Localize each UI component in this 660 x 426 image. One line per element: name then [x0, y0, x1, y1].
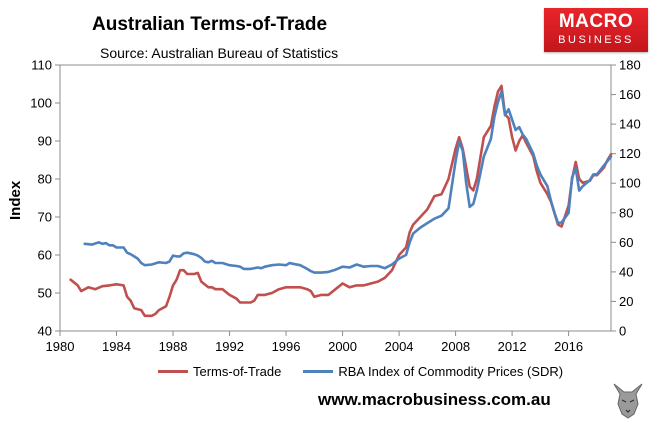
- y-left-tick-label: 110: [31, 58, 52, 73]
- y-left-tick-label: 60: [38, 248, 52, 263]
- y-axis-left: 40 50 60 70 80 90 100 110: [30, 58, 60, 339]
- y-right-tick-label: 120: [619, 146, 641, 161]
- plot-border: [59, 64, 612, 332]
- x-axis: 1980 1984 1988 1992 1996 2000 2004 2008 2012 2016: [46, 331, 583, 354]
- legend-label-terms-of-trade: Terms-of-Trade: [193, 364, 282, 379]
- x-tick-label: 2012: [498, 339, 527, 354]
- x-tick-label: 2004: [385, 339, 414, 354]
- y-axis-label: Index: [7, 180, 24, 220]
- x-tick-label: 2016: [554, 339, 583, 354]
- x-tick-label: 1980: [46, 339, 75, 354]
- macrobusiness-logo[interactable]: MACRO BUSINESS: [544, 8, 648, 52]
- y-left-tick-label: 40: [38, 324, 52, 339]
- logo-line-macro: MACRO: [558, 11, 634, 32]
- y-right-tick-label: 20: [619, 294, 633, 309]
- x-tick-label: 2000: [328, 339, 357, 354]
- logo-line-business: BUSINESS: [558, 34, 634, 46]
- y-right-tick-label: 160: [619, 87, 641, 102]
- y-right-tick-label: 100: [619, 176, 641, 191]
- plot-frame: [59, 64, 612, 332]
- y-right-tick-label: 60: [619, 235, 633, 250]
- legend: Terms-of-Trade RBA Index of Commodity Pr…: [158, 364, 585, 379]
- wolf-icon: [613, 383, 643, 419]
- x-tick-label: 1984: [102, 339, 131, 354]
- y-left-tick-label: 100: [30, 96, 52, 111]
- y-right-tick-label: 140: [619, 117, 641, 132]
- series-rba-index: [83, 90, 613, 274]
- y-left-tick-label: 70: [38, 210, 52, 225]
- y-right-tick-label: 180: [619, 58, 641, 73]
- chart-title: Australian Terms-of-Trade: [92, 14, 328, 35]
- y-axis-right: 0 20 40 60 80 100 120 140 160 180: [611, 58, 641, 339]
- legend-label-rba-index: RBA Index of Commodity Prices (SDR): [338, 364, 564, 379]
- y-right-tick-label: 40: [619, 264, 633, 279]
- series-layer: [69, 84, 613, 318]
- x-tick-label: 1988: [159, 339, 188, 354]
- series-terms-of-trade: [69, 84, 613, 318]
- legend-item-rba-index: RBA Index of Commodity Prices (SDR): [303, 364, 563, 379]
- y-right-tick-label: 0: [619, 324, 626, 339]
- chart-subtitle: Source: Australian Bureau of Statistics: [100, 45, 339, 61]
- legend-swatch-terms-of-trade: [158, 370, 188, 373]
- x-tick-label: 1996: [272, 339, 301, 354]
- x-tick-label: 2008: [441, 339, 470, 354]
- y-left-tick-label: 80: [38, 172, 52, 187]
- y-right-tick-label: 80: [619, 205, 633, 220]
- website-url[interactable]: www.macrobusiness.com.au: [318, 390, 551, 409]
- y-left-tick-label: 90: [38, 134, 52, 149]
- legend-item-terms-of-trade: Terms-of-Trade: [158, 364, 281, 379]
- y-left-tick-label: 50: [38, 286, 52, 301]
- legend-swatch-rba-index: [303, 370, 334, 373]
- x-tick-label: 1992: [215, 339, 244, 354]
